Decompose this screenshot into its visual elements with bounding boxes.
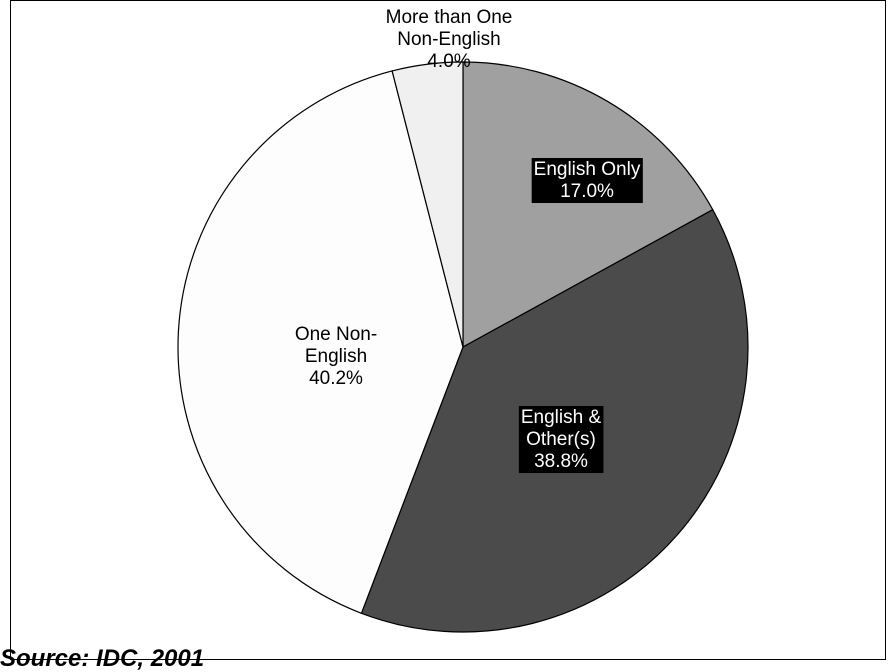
slice-label-3-line-0: More than One bbox=[386, 7, 513, 28]
slice-label-2-line-1: English bbox=[305, 346, 367, 367]
slice-label-1-background bbox=[518, 406, 604, 474]
source-note: Source: IDC, 2001 bbox=[0, 645, 205, 672]
slice-label-1-line-2: 38.8% bbox=[534, 451, 588, 472]
slice-label-0-line-0: English Only bbox=[534, 159, 641, 180]
slice-label-2-line-2: 40.2% bbox=[309, 368, 363, 389]
pie-slice-2 bbox=[177, 70, 464, 615]
slice-label-1-line-0: English & bbox=[521, 407, 602, 428]
slice-label-2-line-0: One Non- bbox=[295, 324, 377, 345]
slice-label-3-line-2: 4.0% bbox=[427, 51, 470, 72]
slice-label-3-line-1: Non-English bbox=[397, 29, 501, 50]
pie-slice-0 bbox=[462, 61, 714, 349]
slice-label-0-line-1: 17.0% bbox=[560, 181, 614, 202]
slice-label-0-background bbox=[531, 158, 643, 204]
slice-label-1: English &Other(s)38.8% bbox=[518, 406, 604, 474]
pie-slice-3 bbox=[391, 61, 464, 348]
slice-label-1-line-1: Other(s) bbox=[526, 429, 596, 450]
